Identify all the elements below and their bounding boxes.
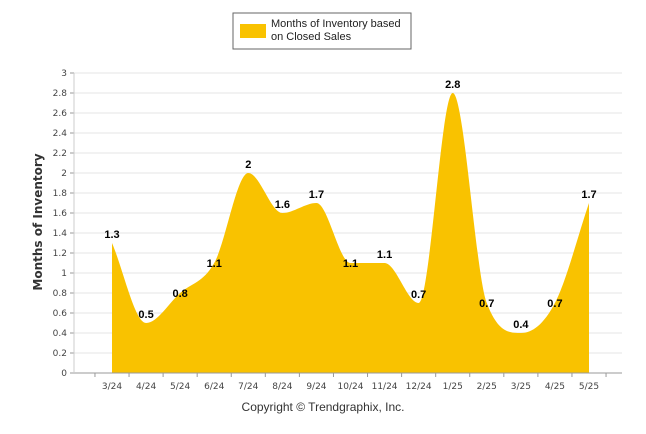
- data-label: 0.8: [172, 288, 187, 300]
- area-series: [112, 93, 589, 373]
- y-tick-label: 1.2: [53, 249, 67, 259]
- data-label: 2.8: [445, 79, 460, 91]
- x-tick-label: 5/25: [579, 382, 599, 392]
- y-tick-label: 1.8: [53, 189, 68, 199]
- data-label: 1.1: [343, 258, 358, 270]
- data-label: 0.7: [547, 298, 562, 310]
- y-tick-label: 1: [61, 269, 67, 279]
- x-tick-label: 6/24: [204, 382, 224, 392]
- x-axis-ticks: 3/24 4/24 5/24 6/24 7/24 8/24 9/24 10/24 11/24 12…: [94, 373, 607, 392]
- data-label: 0.7: [479, 298, 494, 310]
- y-tick-label: 2.6: [53, 109, 68, 119]
- x-tick-label: 8/24: [272, 382, 292, 392]
- y-tick-label: 2.8: [53, 89, 68, 99]
- y-tick-label: 0: [61, 369, 67, 379]
- y-tick-label: 0.2: [53, 349, 67, 359]
- x-tick-label: 4/24: [136, 382, 156, 392]
- copyright-footer: Copyright © Trendgraphix, Inc.: [241, 400, 405, 414]
- x-tick-label: 11/24: [372, 382, 398, 392]
- y-tick-label: 3: [61, 69, 67, 79]
- x-tick-label: 3/25: [511, 382, 531, 392]
- y-tick-label: 2.2: [53, 149, 67, 159]
- x-tick-label: 12/24: [406, 382, 432, 392]
- data-label: 1.1: [377, 249, 392, 261]
- data-labels: 1.3 0.5 0.8 1.1 2 1.6 1.7 1.1 1.1 0.7 2.8 0.7 0.4 0.7…: [104, 79, 596, 331]
- data-label: 0.5: [138, 309, 153, 321]
- months-of-inventory-chart: Months of Inventory based on Closed Sale…: [31, 12, 622, 392]
- data-label: 1.6: [275, 199, 290, 211]
- y-tick-label: 0.4: [53, 329, 68, 339]
- x-tick-label: 9/24: [306, 382, 326, 392]
- data-label: 1.1: [207, 258, 222, 270]
- y-tick-label: 1.4: [53, 229, 68, 239]
- data-label: 1.3: [104, 229, 119, 241]
- y-axis-title: Months of Inventory: [31, 153, 45, 290]
- data-label: 2: [245, 159, 251, 171]
- data-label: 1.7: [581, 189, 596, 201]
- data-label: 1.7: [309, 189, 324, 201]
- data-label: 0.4: [513, 319, 529, 331]
- x-tick-label: 4/25: [545, 382, 565, 392]
- x-tick-label: 5/24: [170, 382, 190, 392]
- y-tick-label: 2.4: [53, 129, 68, 139]
- y-tick-label: 1.6: [53, 209, 68, 219]
- legend-label-line-2: on Closed Sales: [271, 31, 352, 43]
- data-label: 0.7: [411, 289, 426, 301]
- y-tick-label: 0.8: [53, 289, 68, 299]
- x-tick-label: 7/24: [238, 382, 258, 392]
- legend: Months of Inventory based on Closed Sale…: [232, 12, 412, 50]
- x-tick-label: 2/25: [477, 382, 497, 392]
- x-tick-label: 3/24: [102, 382, 122, 392]
- legend-label-line-1: Months of Inventory based: [271, 18, 401, 30]
- x-tick-label: 10/24: [338, 382, 364, 392]
- y-tick-label: 0.6: [53, 309, 68, 319]
- x-tick-label: 1/25: [443, 382, 463, 392]
- y-axis-ticks: 0 0.2 0.4 0.6 0.8 1 1.2 1.4 1.6 1.8 2 2.2 2.4 2.6 2.8 3: [53, 69, 74, 379]
- y-tick-label: 2: [61, 169, 67, 179]
- legend-swatch: [240, 24, 266, 38]
